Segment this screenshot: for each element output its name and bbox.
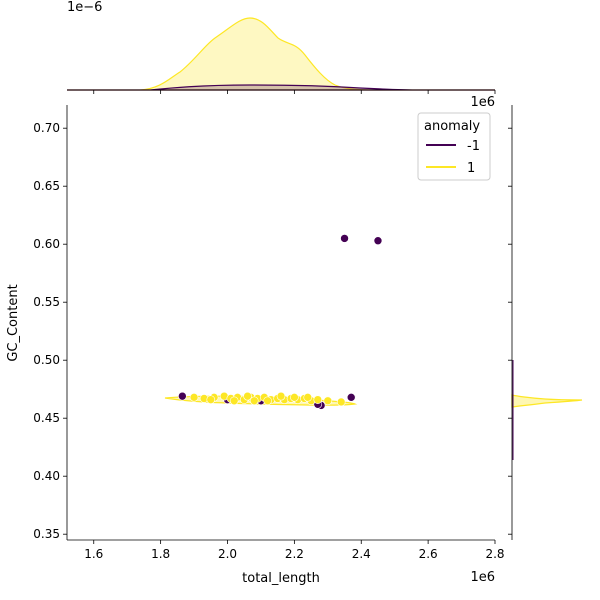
right-marginal	[511, 105, 583, 540]
top-marginal-offset-label: 1e−6	[67, 0, 102, 15]
y-tick-label: 0.70	[33, 121, 60, 135]
point-anomaly-minus1	[346, 393, 356, 402]
x-tick-label: 2.2	[285, 547, 304, 561]
top-marginal-ticks	[93, 90, 496, 94]
point-anomaly-minus1	[373, 236, 383, 246]
point-anomaly-minus1	[340, 234, 349, 243]
y-ticks: 0.35 0.40 0.45 0.50 0.55 0.60 0.65 0.70	[33, 121, 67, 541]
x-tick-label: 2.6	[419, 547, 438, 561]
x-tick-label: 1.8	[151, 547, 170, 561]
legend-title: anomaly	[424, 119, 480, 134]
y-tick-label: 0.50	[33, 353, 60, 367]
legend-box	[417, 112, 491, 181]
scatter-points	[178, 234, 383, 410]
y-tick-label: 0.65	[33, 179, 60, 193]
y-tick-label: 0.45	[33, 411, 60, 425]
x-offset-label-bottom: 1e6	[470, 570, 495, 585]
point-anomaly-1	[263, 396, 272, 406]
top-marginal: 1e−6	[67, 0, 495, 91]
point-anomaly-1	[189, 393, 199, 402]
top-kde-fill-anomaly-1	[67, 17, 495, 91]
point-anomaly-1	[276, 391, 286, 401]
point-anomaly-1	[249, 396, 259, 406]
point-anomaly-1	[229, 396, 239, 406]
top-kde-fill-anomaly-minus1	[67, 84, 495, 91]
y-tick-label: 0.55	[33, 295, 60, 309]
point-anomaly-1	[303, 393, 313, 402]
y-tick-label: 0.35	[33, 527, 60, 541]
point-anomaly-1	[206, 395, 216, 404]
legend: anomaly -1 1	[417, 112, 491, 181]
x-offset-label-top: 1e6	[470, 95, 495, 110]
legend-label-1: 1	[467, 161, 475, 176]
legend-label-minus1: -1	[467, 139, 480, 154]
point-anomaly-1	[336, 397, 346, 407]
y-tick-label: 0.60	[33, 237, 60, 251]
x-tick-label: 1.6	[84, 547, 103, 561]
y-tick-label: 0.40	[33, 469, 60, 483]
point-anomaly-1	[243, 391, 252, 401]
x-tick-label: 2.0	[218, 547, 237, 561]
point-anomaly-1	[323, 396, 333, 406]
point-anomaly-1	[313, 395, 323, 404]
y-axis-label: GC_Content	[6, 284, 21, 361]
point-anomaly-1	[290, 393, 299, 402]
right-kde-fill-anomaly-1	[511, 394, 583, 408]
x-tick-label: 2.8	[485, 547, 504, 561]
point-anomaly-minus1	[178, 391, 187, 401]
x-ticks: 1.6 1.8 2.0 2.2 2.4 2.6 2.8	[84, 540, 505, 561]
right-marginal-ticks	[508, 127, 512, 535]
x-axis-label: total_length	[242, 571, 320, 586]
x-tick-label: 2.4	[352, 547, 371, 561]
main-axes: 1.6 1.8 2.0 2.2 2.4 2.6 2.8 0.350.400.450.500.…	[6, 90, 512, 586]
